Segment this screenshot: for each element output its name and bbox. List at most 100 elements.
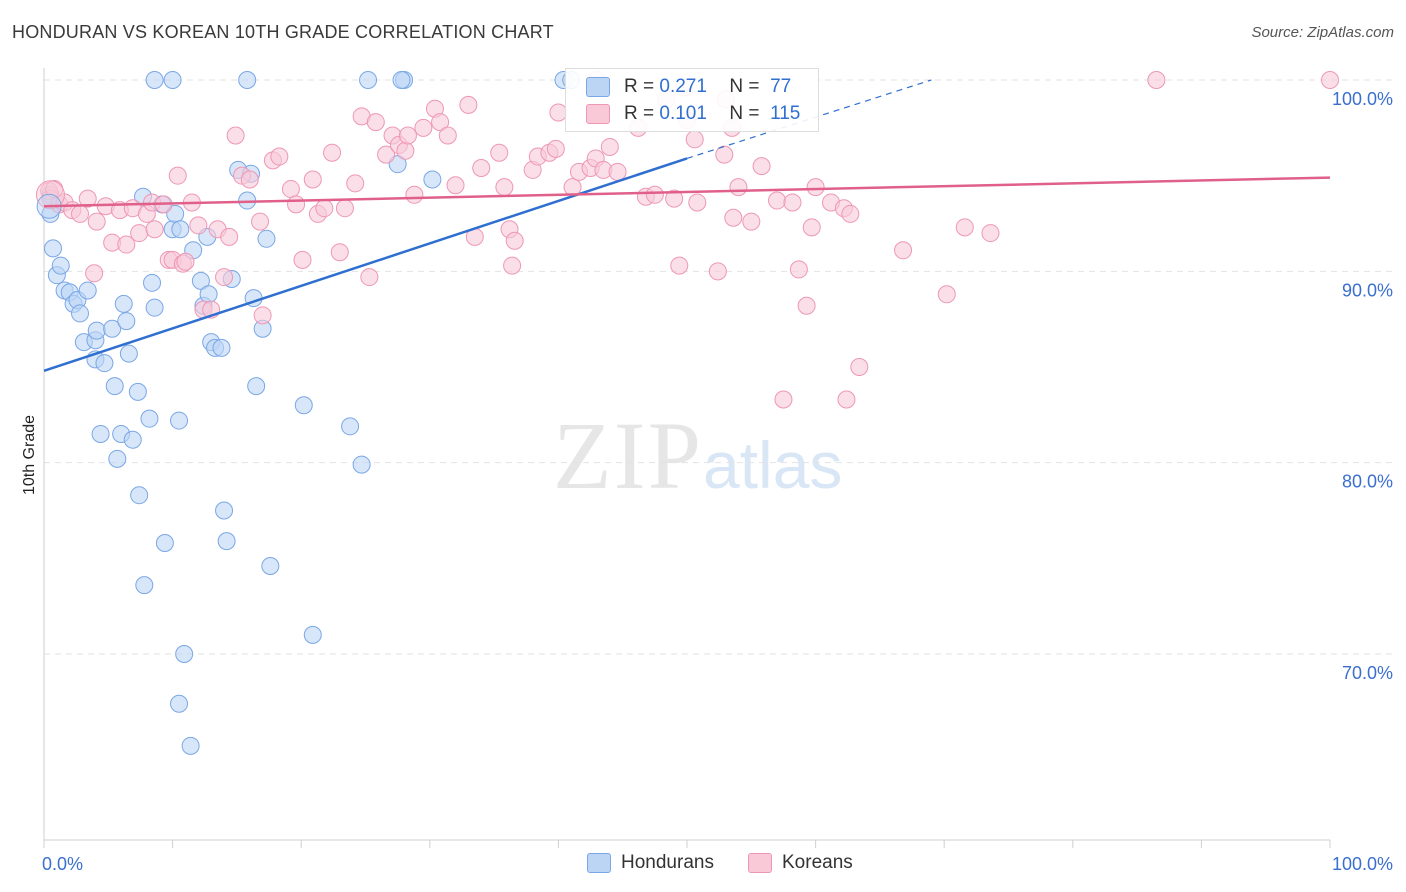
point-hondurans <box>238 71 257 89</box>
point-koreans <box>472 159 491 178</box>
point-koreans <box>346 174 365 193</box>
point-koreans <box>981 224 1000 243</box>
point-koreans <box>168 166 187 185</box>
point-hondurans <box>135 576 154 595</box>
legend-item-koreans[interactable]: Koreans <box>748 852 853 874</box>
point-koreans <box>398 126 417 145</box>
point-koreans <box>240 170 259 189</box>
point-hondurans <box>128 382 147 401</box>
point-koreans <box>670 256 689 275</box>
point-koreans <box>774 390 793 409</box>
point-koreans <box>459 95 478 114</box>
trendline-koreans <box>43 176 1331 208</box>
point-hondurans <box>114 294 133 313</box>
point-koreans <box>117 235 136 254</box>
point-hondurans <box>352 455 371 474</box>
point-hondurans <box>212 338 231 357</box>
y-tick-label: 100.0% <box>1332 89 1393 109</box>
point-koreans <box>806 178 825 197</box>
legend-item-hondurans[interactable]: Hondurans <box>587 852 714 874</box>
point-koreans <box>783 193 802 212</box>
r-label: R = <box>624 76 655 97</box>
point-koreans <box>503 256 522 275</box>
hondurans-swatch <box>586 77 610 97</box>
point-hondurans <box>91 424 110 443</box>
point-koreans <box>789 260 808 279</box>
point-hondurans <box>44 239 63 258</box>
point-koreans <box>270 147 289 166</box>
stats-legend: R = 0.271 N = 77 R = 0.101 N = 115 <box>565 68 819 132</box>
point-koreans <box>189 216 208 235</box>
r-label: R = <box>624 103 655 124</box>
point-hondurans <box>155 534 174 553</box>
n-value-koreans: 115 <box>770 103 801 124</box>
point-koreans <box>688 193 707 212</box>
point-koreans <box>226 126 245 145</box>
point-koreans <box>251 212 270 231</box>
point-koreans <box>405 185 424 204</box>
point-koreans <box>955 218 974 237</box>
x-tick-label-end: 100.0% <box>1332 854 1393 874</box>
point-koreans <box>1147 71 1166 89</box>
n-label: N = <box>729 76 760 97</box>
point-koreans <box>176 252 195 271</box>
point-hondurans <box>388 155 407 174</box>
point-koreans <box>145 220 164 239</box>
point-hondurans <box>217 532 236 551</box>
point-koreans <box>608 162 627 181</box>
point-hondurans <box>95 354 114 373</box>
point-hondurans <box>247 377 266 396</box>
r-value-koreans: 0.101 <box>659 103 707 124</box>
point-hondurans <box>78 281 97 300</box>
point-hondurans <box>199 285 218 304</box>
point-koreans <box>315 199 334 218</box>
point-koreans <box>220 227 239 246</box>
point-hondurans <box>175 645 194 663</box>
point-hondurans <box>145 298 164 317</box>
point-koreans <box>287 195 306 214</box>
point-koreans <box>495 178 514 197</box>
point-hondurans <box>130 486 149 505</box>
point-hondurans <box>51 256 70 275</box>
point-koreans <box>505 231 524 250</box>
y-tick-label: 70.0% <box>1342 663 1393 683</box>
point-koreans <box>431 113 450 132</box>
stats-row-hondurans: R = 0.271 N = 77 <box>586 75 791 99</box>
point-hondurans <box>123 430 142 449</box>
point-koreans <box>841 204 860 223</box>
koreans-legend-swatch <box>748 853 772 873</box>
point-hondurans <box>103 319 122 338</box>
watermark: ZIPatlas <box>553 400 842 511</box>
point-hondurans <box>170 694 189 713</box>
point-koreans <box>1321 71 1339 89</box>
point-hondurans <box>170 411 189 430</box>
source-credit: Source: ZipAtlas.com <box>1251 24 1394 41</box>
point-koreans <box>293 250 312 269</box>
point-koreans <box>665 189 684 208</box>
point-koreans <box>715 145 734 164</box>
koreans-swatch <box>586 104 610 124</box>
point-koreans <box>323 143 342 162</box>
point-koreans <box>937 285 956 304</box>
point-hondurans <box>341 417 360 436</box>
point-koreans <box>802 218 821 237</box>
point-koreans <box>366 113 385 132</box>
point-koreans <box>438 126 457 145</box>
point-koreans <box>71 204 90 223</box>
legend-label-koreans: Koreans <box>782 852 853 873</box>
y-axis-label: 10th Grade <box>21 414 38 496</box>
point-koreans <box>645 185 664 204</box>
point-koreans <box>894 241 913 260</box>
point-koreans <box>335 199 354 218</box>
point-koreans <box>837 390 856 409</box>
point-hondurans <box>423 170 442 189</box>
point-hondurans <box>294 396 313 415</box>
legend-label-hondurans: Hondurans <box>621 852 714 873</box>
point-koreans <box>130 224 149 243</box>
point-hondurans <box>143 273 162 292</box>
n-value-hondurans: 77 <box>770 76 792 97</box>
point-hondurans <box>145 71 164 89</box>
point-hondurans <box>181 736 200 755</box>
point-koreans <box>729 178 748 197</box>
watermark-atlas: atlas <box>703 428 843 502</box>
